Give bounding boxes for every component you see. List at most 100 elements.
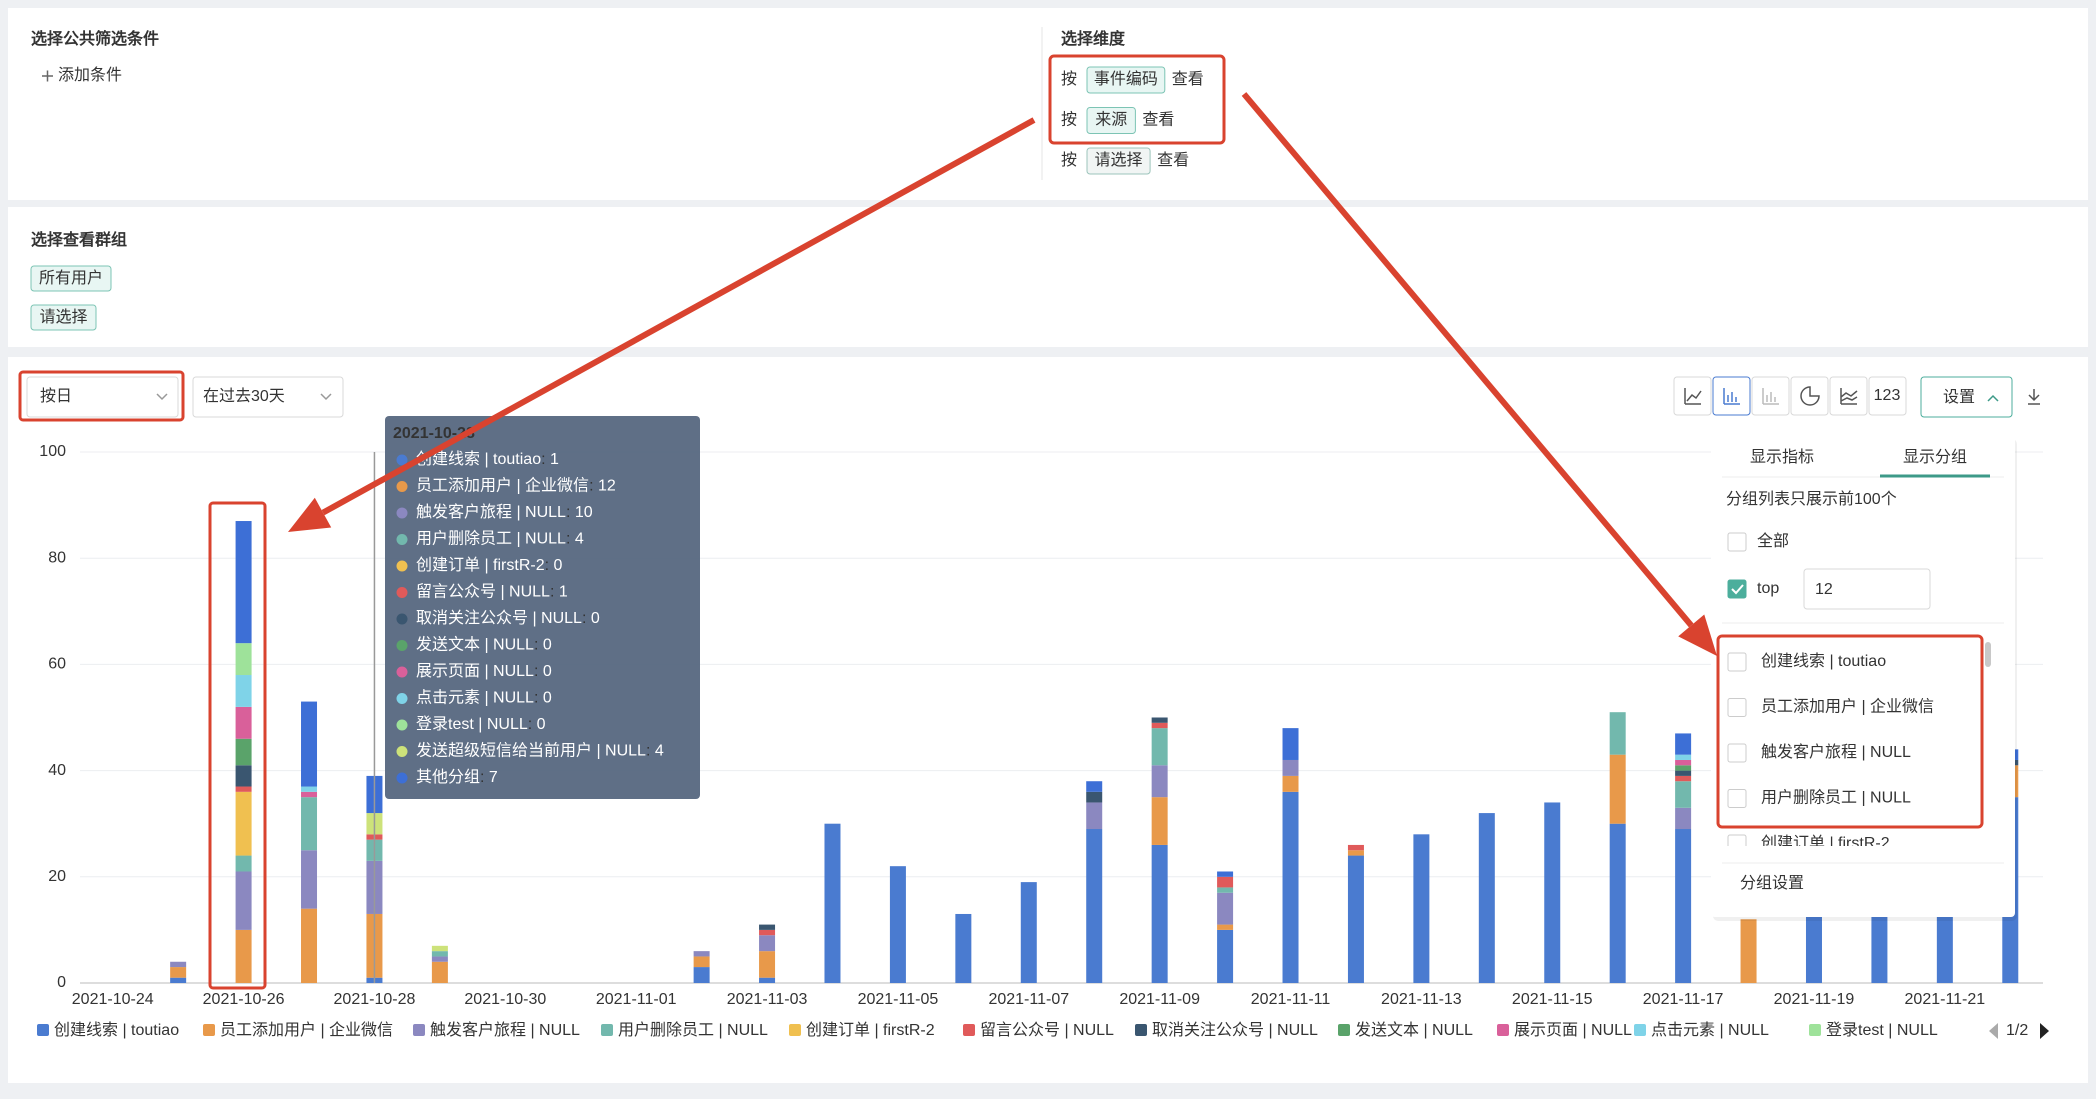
tag[interactable] (1086, 107, 1136, 134)
legend-swatch[interactable] (1338, 1024, 1350, 1036)
annotation-arrow (321, 117, 1036, 516)
x-tick-label: 2021-11-01 (596, 991, 677, 1008)
pager-prev[interactable] (1989, 1023, 1998, 1039)
legend-label[interactable]: 取消关注公众号 | NULL (1152, 1021, 1318, 1039)
tag[interactable] (30, 265, 112, 292)
bar-segment (889, 866, 906, 983)
bar-segment (1086, 802, 1103, 830)
bar-segment (431, 961, 448, 983)
legend-swatch[interactable] (37, 1024, 49, 1036)
x-tick-label: 2021-11-21 (1905, 991, 1986, 1008)
checkbox[interactable] (1727, 743, 1747, 763)
bar-segment (1347, 850, 1364, 856)
bar-segment (1675, 754, 1692, 760)
legend-label[interactable]: 发送文本 | NULL (1355, 1021, 1473, 1039)
download-icon[interactable] (2028, 389, 2040, 405)
tag[interactable] (30, 304, 97, 331)
bar-segment (235, 521, 252, 644)
tooltip-name: 触发客户旅程 | NULL (416, 503, 566, 521)
add-condition[interactable]: 添加条件 (58, 66, 122, 84)
pager-label: 1/2 (2006, 1022, 2028, 1039)
bar-segment (301, 850, 318, 909)
group-settings-link[interactable]: 分组设置 (1740, 874, 1804, 892)
arrow-head (288, 497, 332, 532)
tooltip-dot (396, 693, 408, 704)
tag[interactable] (1086, 147, 1151, 175)
highlight-box (1048, 54, 1226, 145)
x-tick-label: 2021-11-05 (858, 991, 939, 1008)
checkbox[interactable] (1727, 652, 1747, 672)
legend-label[interactable]: 用户删除员工 | NULL (618, 1021, 768, 1039)
tooltip-item: 创建线索 | toutiao: 1 (416, 450, 559, 468)
legend-label[interactable]: 留言公众号 | NULL (980, 1021, 1114, 1039)
plus-icon[interactable] (42, 70, 53, 82)
settings-button[interactable] (1920, 376, 2013, 418)
checkbox[interactable] (1727, 698, 1747, 717)
group-item: 创建线索 | toutiao (1761, 652, 1886, 670)
icon-label: 123 (1874, 387, 1901, 404)
tooltip-value: 0 (543, 663, 552, 680)
x-tick-label: 2021-11-03 (727, 991, 808, 1008)
tooltip-dot (396, 613, 408, 625)
legend-label[interactable]: 点击元素 | NULL (1651, 1021, 1769, 1039)
select[interactable] (192, 376, 344, 418)
tag[interactable] (1086, 66, 1166, 94)
checkbox[interactable] (1727, 532, 1747, 552)
bar-segment (1675, 733, 1692, 755)
checkbox[interactable] (1727, 834, 1747, 853)
bar-segment (301, 791, 318, 798)
tooltip-name: 发送文本 | NULL (416, 636, 534, 654)
legend-label[interactable]: 触发客户旅程 | NULL (430, 1021, 580, 1039)
bar-segment (1217, 887, 1234, 893)
legend-swatch[interactable] (1809, 1024, 1821, 1036)
chart-type-button[interactable] (1829, 376, 1868, 416)
tag-label: 来源 (1095, 111, 1127, 129)
legend-swatch[interactable] (601, 1024, 613, 1036)
bar-segment (170, 977, 187, 983)
tooltip-name: 其他分组 (416, 768, 480, 786)
bar-segment (1151, 844, 1168, 983)
x-tick-label: 2021-11-07 (988, 991, 1069, 1008)
legend-swatch[interactable] (1497, 1024, 1509, 1036)
x-tick-label: 2021-10-24 (72, 991, 154, 1008)
tooltip-name: 创建线索 | toutiao (416, 450, 541, 468)
section-title: 选择维度 (1061, 29, 1126, 48)
bar-segment (1217, 876, 1234, 888)
legend-label[interactable]: 员工添加用户 | 企业微信 (220, 1021, 393, 1039)
legend-label[interactable]: 展示页面 | NULL (1514, 1022, 1632, 1039)
highlight-box (18, 370, 185, 422)
legend-label[interactable]: 创建订单 | firstR-2 (806, 1021, 935, 1039)
select[interactable] (26, 376, 179, 418)
tooltip-item: 取消关注公众号 | NULL: 0 (416, 609, 600, 627)
x-tick-label: 2021-11-17 (1643, 991, 1724, 1008)
settings-panel (1711, 435, 2015, 917)
pager-next[interactable] (2040, 1023, 2049, 1039)
legend-label[interactable]: 登录test | NULL (1826, 1021, 1938, 1039)
legend-swatch[interactable] (789, 1024, 801, 1036)
bar-segment (1086, 791, 1103, 803)
bar-segment (1675, 765, 1692, 771)
checkbox[interactable] (1727, 789, 1747, 808)
bar-segment (235, 929, 252, 983)
legend-swatch[interactable] (1634, 1024, 1646, 1036)
checkbox[interactable] (1727, 579, 1747, 599)
legend-swatch[interactable] (1135, 1024, 1147, 1036)
tooltip-dot (396, 772, 408, 784)
group-item: 创建订单 | firstR-2 (1761, 834, 1890, 852)
bar-segment (301, 797, 318, 851)
panel-tab[interactable]: 显示指标 (1750, 448, 1814, 466)
settings-label: 设置 (1943, 388, 1975, 406)
bar-segment (1740, 919, 1757, 983)
chart-type-button[interactable] (1868, 376, 1907, 416)
legend-swatch[interactable] (203, 1024, 215, 1036)
legend-label[interactable]: 创建线索 | toutiao (54, 1021, 179, 1039)
bar-segment (1675, 781, 1692, 808)
legend-swatch[interactable] (963, 1024, 975, 1036)
tooltip-name: 留言公众号 | NULL (416, 583, 550, 601)
bar-segment (235, 706, 252, 739)
tooltip-value: 0 (543, 690, 552, 707)
x-tick-label: 2021-11-11 (1251, 991, 1331, 1008)
top-input[interactable] (1803, 568, 1931, 610)
panel-tab[interactable]: 显示分组 (1903, 448, 1967, 466)
legend-swatch[interactable] (413, 1024, 425, 1036)
